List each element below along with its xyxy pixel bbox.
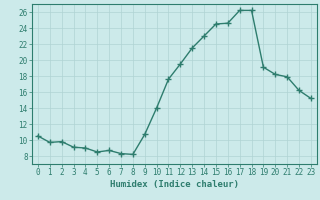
X-axis label: Humidex (Indice chaleur): Humidex (Indice chaleur): [110, 180, 239, 189]
